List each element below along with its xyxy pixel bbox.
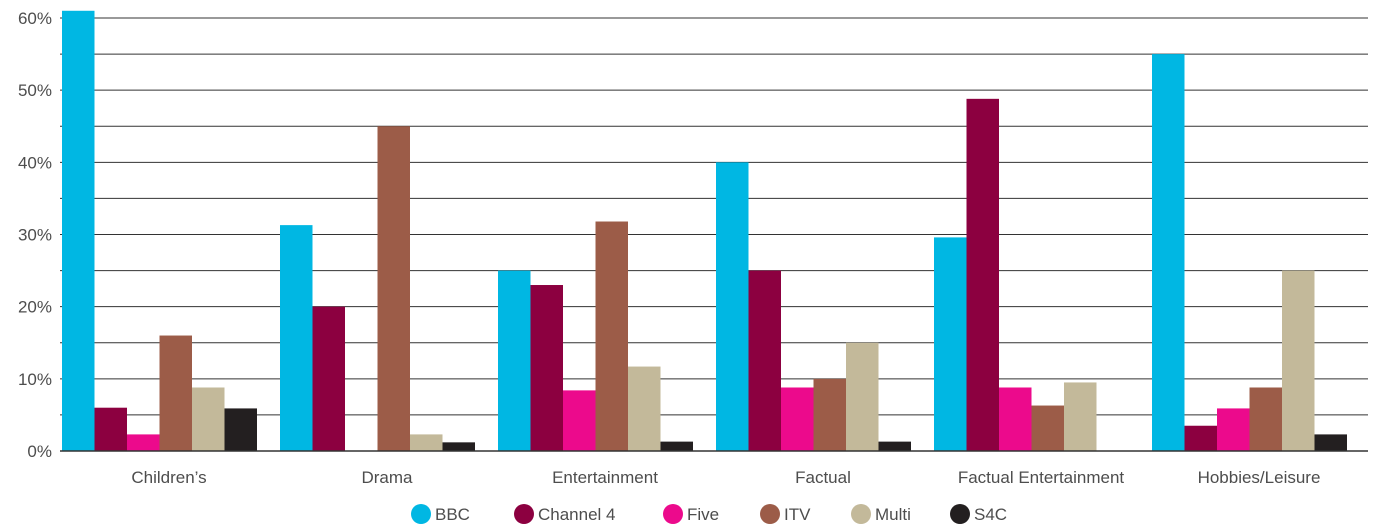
- bar-channel-4: [1184, 425, 1217, 451]
- bar-multi: [1282, 270, 1315, 451]
- legend-label: Multi: [875, 505, 911, 524]
- x-tick-label: Factual Entertainment: [958, 468, 1125, 487]
- bar-bbc: [498, 270, 531, 451]
- bar-bbc: [1152, 54, 1185, 451]
- legend-swatch: [514, 504, 534, 524]
- legend-swatch: [760, 504, 780, 524]
- bar-channel-4: [748, 270, 781, 451]
- legend-swatch: [950, 504, 970, 524]
- bar-itv: [377, 126, 410, 451]
- x-axis-tick-labels: Children’s Drama Entertainment Factual Factu…: [131, 468, 1320, 487]
- bar-itv: [595, 221, 628, 451]
- legend-item: S4C: [950, 504, 1007, 524]
- bar-s4c: [1314, 434, 1347, 451]
- bar-multi: [628, 366, 661, 451]
- bar-five: [781, 387, 814, 451]
- x-tick-label: Children’s: [131, 468, 206, 487]
- bar-bbc: [280, 225, 313, 451]
- x-tick-label: Factual: [795, 468, 851, 487]
- bar-bbc: [716, 162, 749, 451]
- bar-five: [127, 434, 160, 451]
- bar-channel-4: [966, 98, 999, 451]
- legend-item: BBC: [411, 504, 470, 524]
- bar-multi: [846, 342, 879, 451]
- legend-label: BBC: [435, 505, 470, 524]
- bar-itv: [1031, 405, 1064, 451]
- x-tick-label: Entertainment: [552, 468, 658, 487]
- x-tick-label: Hobbies/Leisure: [1198, 468, 1321, 487]
- legend-label: S4C: [974, 505, 1007, 524]
- bar-bbc: [934, 237, 967, 451]
- y-tick-label: 10%: [18, 370, 52, 389]
- bar-s4c: [660, 441, 693, 451]
- bar-channel-4: [94, 407, 127, 451]
- legend-label: Channel 4: [538, 505, 616, 524]
- bar-channel-4: [530, 285, 563, 451]
- legend-label: ITV: [784, 505, 811, 524]
- bar-s4c: [878, 441, 911, 451]
- bar-s4c: [224, 408, 257, 451]
- legend: BBC Channel 4 Five ITV Multi S4C: [411, 504, 1007, 524]
- y-tick-label: 20%: [18, 298, 52, 317]
- y-axis-tick-labels: 0% 10% 20% 30% 40% 50% 60%: [18, 9, 52, 461]
- legend-swatch: [663, 504, 683, 524]
- legend-item: Channel 4: [514, 504, 616, 524]
- bar-five: [563, 390, 596, 451]
- bar-itv: [1249, 387, 1282, 451]
- bar-itv: [813, 378, 846, 451]
- y-tick-label: 40%: [18, 153, 52, 172]
- y-tick-label: 30%: [18, 226, 52, 245]
- bar-bbc: [62, 10, 95, 452]
- bar-multi: [1064, 382, 1097, 451]
- bar-channel-4: [312, 306, 345, 451]
- bar-itv: [159, 335, 192, 451]
- legend-item: Multi: [851, 504, 911, 524]
- legend-item: Five: [663, 504, 719, 524]
- legend-item: ITV: [760, 504, 811, 524]
- legend-swatch: [851, 504, 871, 524]
- bars: [62, 10, 1347, 452]
- legend-label: Five: [687, 505, 719, 524]
- bar-five: [999, 387, 1032, 451]
- x-tick-label: Drama: [361, 468, 413, 487]
- bar-multi: [410, 434, 443, 451]
- y-tick-label: 50%: [18, 81, 52, 100]
- bar-multi: [192, 387, 225, 451]
- legend-swatch: [411, 504, 431, 524]
- bar-s4c: [442, 442, 475, 451]
- bar-five: [1217, 408, 1250, 451]
- y-tick-label: 0%: [27, 442, 52, 461]
- y-tick-label: 60%: [18, 9, 52, 28]
- gridlines: [60, 17, 1368, 416]
